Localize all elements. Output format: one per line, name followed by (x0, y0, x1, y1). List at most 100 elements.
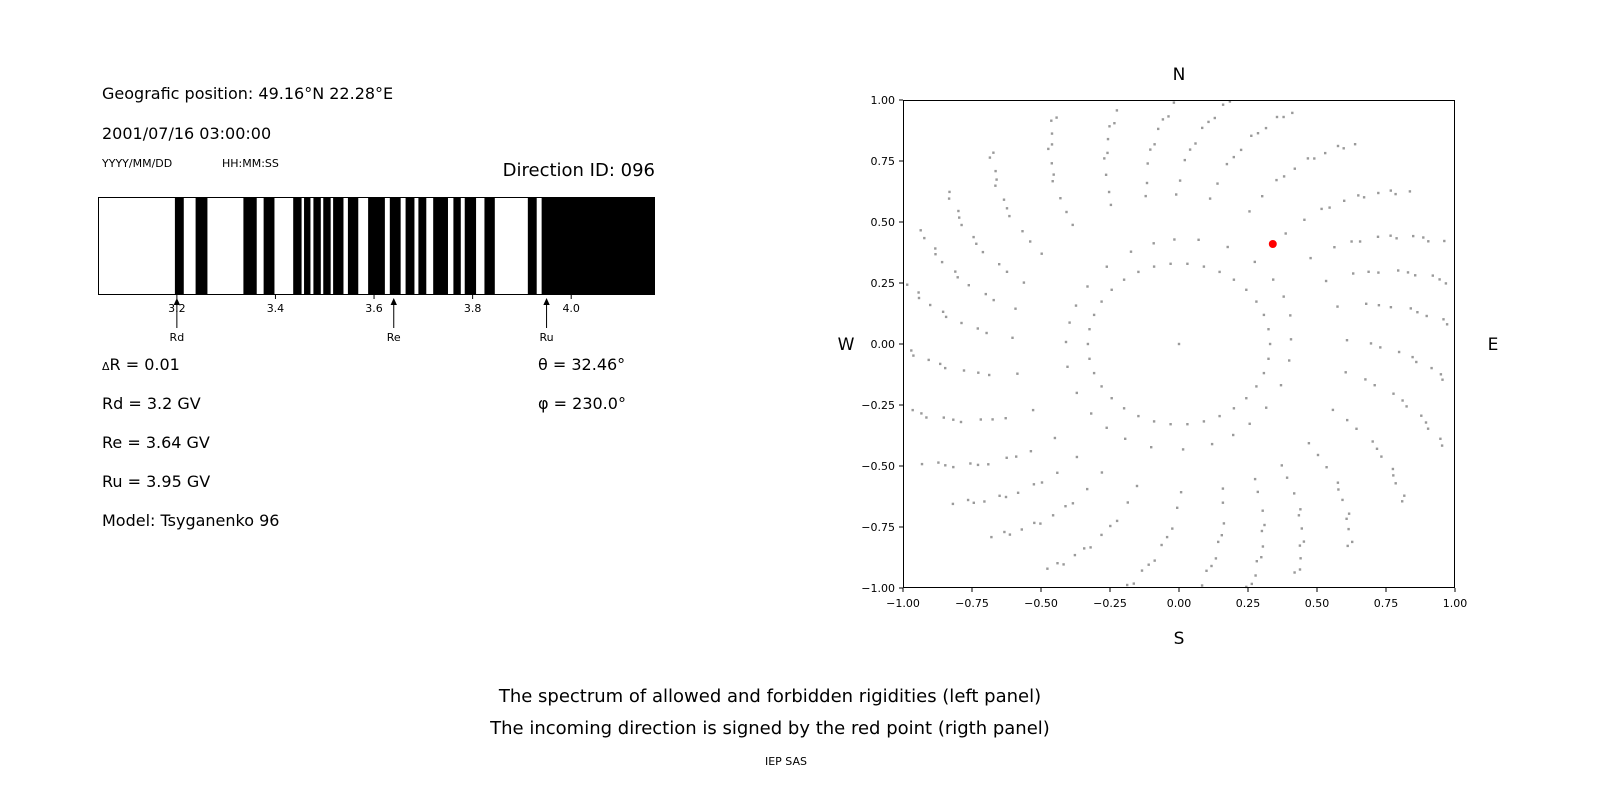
direction-dot (976, 327, 979, 330)
direction-dot (1279, 384, 1283, 387)
direction-dot (1172, 101, 1176, 104)
direction-dot (1171, 527, 1174, 530)
direction-dot (1109, 203, 1113, 207)
direction-dot (1345, 517, 1348, 520)
rigidity-band (333, 198, 344, 294)
spectrum-frame (98, 197, 655, 295)
direction-dot (1389, 189, 1392, 192)
rigidity-band (313, 198, 321, 294)
direction-dot (1439, 437, 1442, 440)
direction-dot (1430, 366, 1433, 370)
direction-dot (1179, 491, 1183, 494)
direction-dot (991, 418, 994, 421)
direction-dot (941, 310, 945, 313)
direction-dot (1345, 339, 1349, 342)
direction-dot (1261, 545, 1265, 548)
direction-dot (1167, 115, 1170, 118)
direction-dot (1401, 399, 1404, 402)
direction-dot (1046, 567, 1049, 570)
rigidity-band (453, 198, 461, 294)
direction-dot (1263, 523, 1266, 527)
direction-dot (929, 303, 932, 307)
direction-dot (1307, 442, 1311, 445)
direction-dot (1188, 148, 1192, 151)
direction-dot (1267, 328, 1270, 331)
direction-dot (1293, 167, 1296, 170)
direction-dot (994, 184, 997, 187)
direction-dot (1132, 582, 1135, 585)
cutoff-arrow-head (543, 298, 550, 305)
direction-dot (1313, 157, 1316, 160)
rigidity-band (541, 198, 655, 294)
direction-dot (1145, 181, 1149, 185)
geographic-position: Geografic position: 49.16°N 22.28°E (102, 84, 394, 103)
direction-dot (1380, 455, 1383, 458)
direction-dot (1105, 265, 1108, 268)
direction-dot (972, 235, 975, 239)
direction-dot (1346, 544, 1349, 548)
direction-dot (1336, 144, 1340, 148)
direction-dot (1100, 533, 1103, 537)
direction-dot (1040, 481, 1044, 484)
direction-dot (1066, 365, 1069, 368)
direction-dot (1288, 359, 1291, 362)
ru-value: Ru = 3.95 GV (102, 472, 211, 491)
direction-dot (1438, 278, 1441, 281)
direction-dot (988, 373, 991, 377)
direction-dot (1140, 569, 1144, 572)
direction-dot (1282, 295, 1285, 298)
direction-dot (988, 156, 992, 159)
direction-dot (947, 197, 951, 200)
direction-dot (1059, 197, 1062, 200)
caption-line-1: The spectrum of allowed and forbidden ri… (498, 686, 1042, 707)
direction-dot (1441, 378, 1444, 381)
direction-dot (967, 284, 970, 287)
direction-dot (1202, 420, 1206, 423)
direction-dot (992, 298, 995, 302)
cutoff-arrow-head (173, 298, 181, 305)
direction-dot (1280, 464, 1283, 467)
direction-dot (966, 498, 970, 502)
x-tick-label: 0.25 (1236, 597, 1261, 610)
direction-dot (1157, 127, 1160, 131)
direction-dot (1207, 120, 1210, 124)
direction-dot (1262, 371, 1266, 375)
direction-dot (1152, 420, 1156, 423)
west-label: W (838, 335, 855, 355)
direction-dot (942, 416, 945, 419)
direction-dot (1445, 323, 1449, 326)
direction-dot (1376, 235, 1380, 238)
direction-dot (1377, 191, 1380, 195)
direction-dot (1106, 137, 1110, 141)
direction-dot (956, 276, 959, 279)
direction-dot (1260, 556, 1263, 559)
direction-dot (1299, 557, 1302, 560)
direction-dot (1365, 302, 1368, 305)
direction-dot (1150, 446, 1153, 449)
direction-dot (1262, 313, 1266, 317)
direction-dot (952, 418, 955, 421)
plot-frame (903, 100, 1455, 588)
direction-dot (1032, 483, 1036, 486)
direction-dot (1265, 406, 1268, 409)
direction-dot (1008, 533, 1012, 536)
direction-dot (1289, 338, 1293, 341)
direction-dot (1232, 433, 1235, 437)
rigidity-band (405, 198, 415, 294)
direction-dot (1031, 408, 1035, 412)
direction-dot (1146, 162, 1149, 165)
direction-dot (1299, 508, 1302, 511)
cutoff-label: Ru (539, 331, 553, 344)
direction-dot (1107, 190, 1111, 194)
direction-dot (1003, 530, 1006, 534)
direction-dot (1165, 535, 1169, 539)
direction-dot (1293, 492, 1296, 495)
direction-dot (906, 283, 909, 286)
direction-dot (1397, 269, 1400, 272)
direction-dot (1011, 336, 1014, 339)
direction-dot (992, 151, 995, 154)
direction-dot (1431, 274, 1434, 277)
y-tick-label: −0.75 (861, 521, 895, 534)
direction-dot (1331, 408, 1335, 412)
rigidity-band (293, 198, 302, 294)
